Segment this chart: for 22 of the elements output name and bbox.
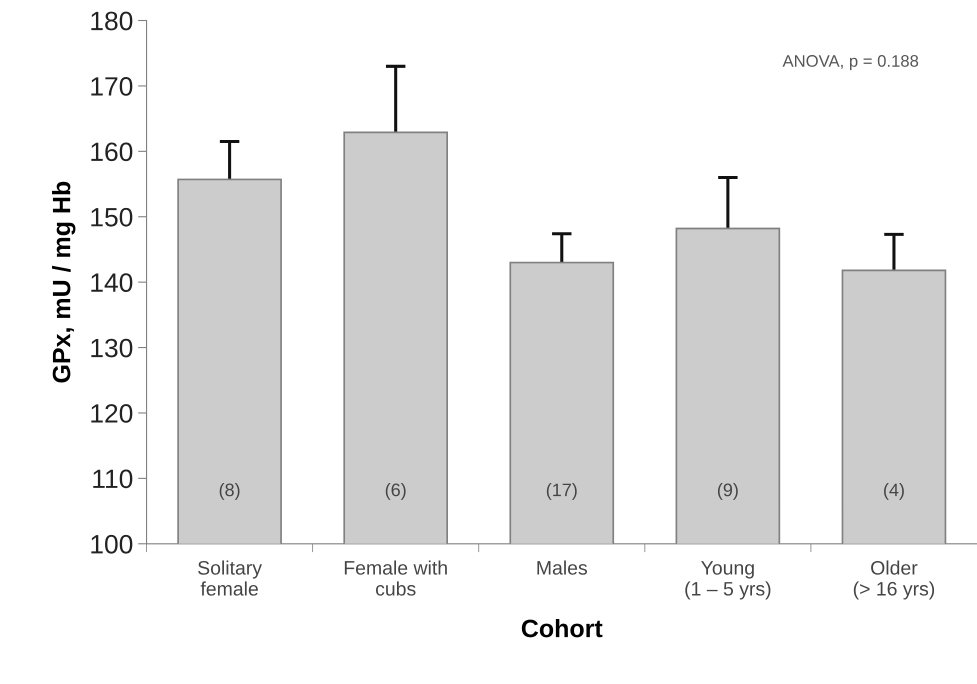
y-tick-label: 160 (91, 142, 132, 162)
x-axis-title: Cohort (522, 618, 602, 638)
y-axis-title: GPx, mU / mg Hb (52, 182, 76, 383)
x-tick-label: Female with cubs (344, 560, 447, 596)
y-tick-label: 130 (91, 338, 132, 358)
y-tick-label: 150 (91, 208, 132, 227)
y-tick-label: 100 (91, 534, 132, 554)
x-tick-label: Solitary female (198, 560, 262, 596)
y-tick-label: 140 (91, 273, 132, 292)
x-tick-label: Males (537, 560, 588, 575)
y-tick-label: 180 (91, 12, 132, 30)
x-tick-label: Young (1 – 5 yrs) (685, 561, 770, 600)
annotation: (9) (718, 483, 738, 500)
annotation: (8) (220, 483, 240, 500)
x-tick-label: Older (> 16 yrs) (854, 560, 934, 600)
annotation: (4) (884, 483, 904, 500)
y-tick-label: 110 (93, 470, 132, 488)
y-tick-label: 170 (91, 77, 132, 96)
y-tick-label: 120 (91, 404, 132, 423)
annotation: ANOVA, p = 0.188 (782, 55, 918, 70)
annotation: (6) (386, 483, 406, 500)
annotation: (17) (546, 483, 577, 500)
